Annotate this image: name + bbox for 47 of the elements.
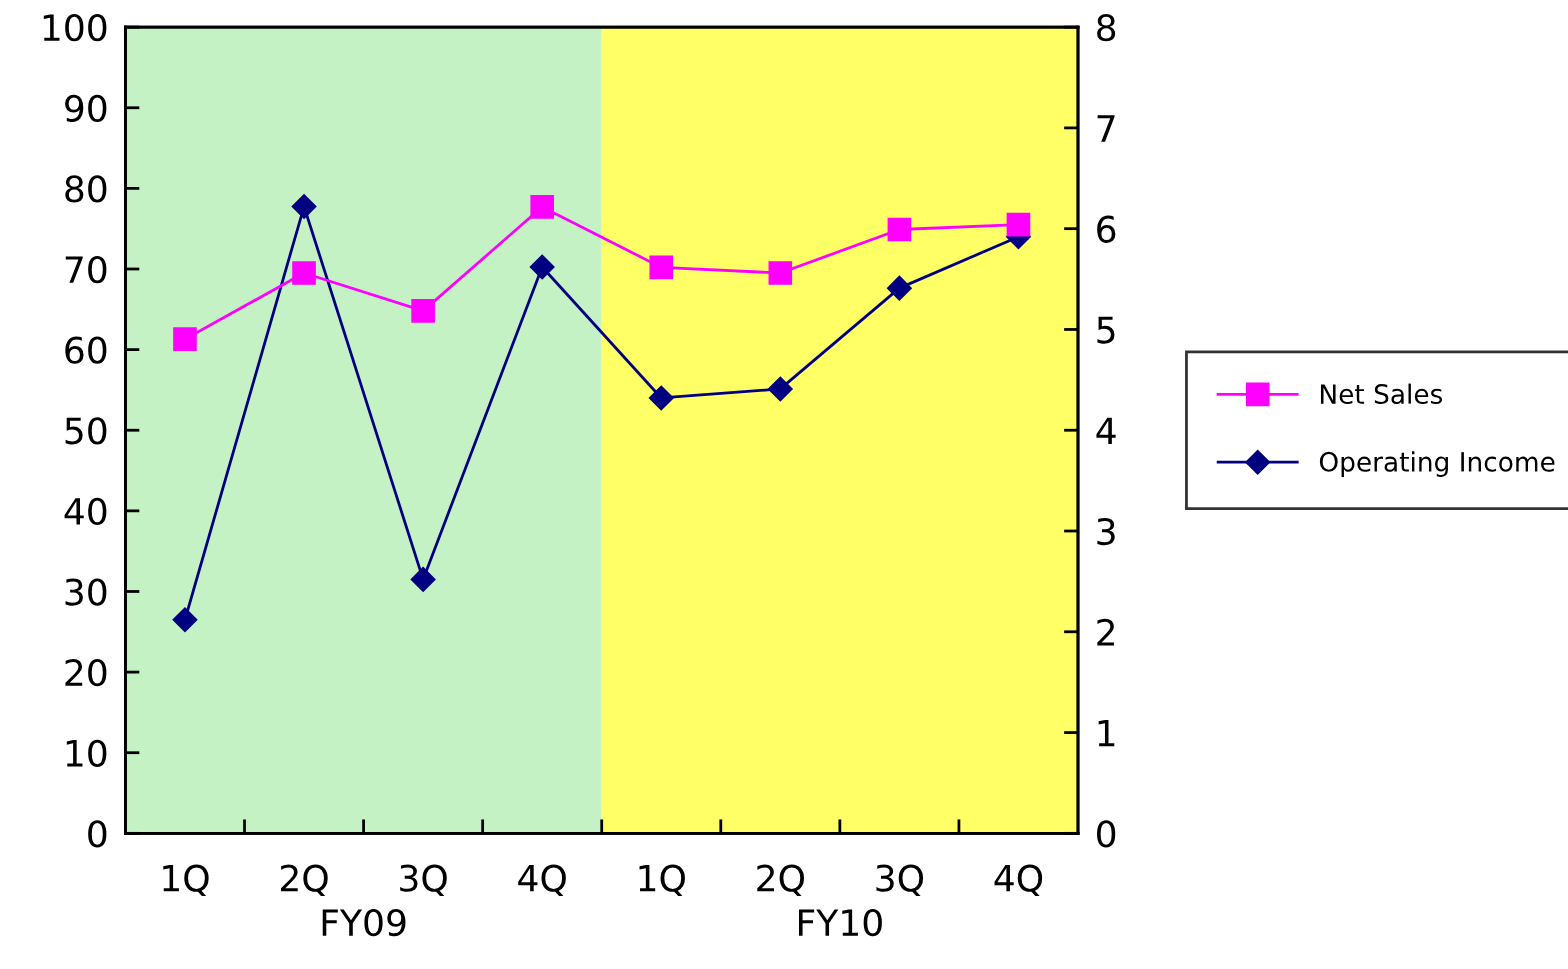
y2-tick-label: 6 (1097, 215, 1116, 243)
point (648, 385, 674, 411)
point (886, 275, 912, 301)
y2-tick-label: 7 (1097, 115, 1115, 142)
point (768, 261, 793, 285)
point (649, 255, 674, 280)
x-tick-label: 2Q (280, 864, 328, 896)
y-tick-label: 70 (65, 255, 107, 284)
y-tick-label: 0 (88, 820, 107, 848)
y-tick-label: 40 (64, 497, 107, 526)
point (1006, 212, 1031, 237)
x-tick-label: 4Q (518, 864, 566, 896)
point (173, 327, 197, 351)
y-tick-label: 60 (65, 336, 107, 364)
point (887, 217, 912, 242)
y-tick-label: 80 (65, 175, 107, 203)
point (529, 254, 555, 280)
point (292, 261, 316, 285)
text: FY10 (799, 908, 882, 937)
point (172, 607, 198, 633)
y2-tick-label: 4 (1096, 417, 1116, 444)
point (291, 194, 317, 219)
legend-label: Operating Income (1319, 451, 1555, 477)
y2-tick-label: 1 (1098, 719, 1115, 747)
text: FY09 (322, 908, 406, 937)
y2-tick-label: 5 (1097, 316, 1115, 344)
y-tick-label: 90 (65, 94, 107, 122)
y-tick-label: 20 (65, 659, 107, 687)
point (530, 195, 554, 219)
x-tick-label: 1Q (639, 864, 685, 896)
x-tick-label: 1Q (163, 864, 209, 896)
legend-label: Net Sales (1320, 383, 1443, 405)
y-tick-label: 30 (65, 578, 107, 606)
point (410, 566, 436, 592)
y-tick-label: 50 (65, 417, 107, 445)
x-tick-label: 4Q (994, 864, 1043, 896)
y2-tick-label: 3 (1097, 517, 1115, 546)
x-tick-label: 2Q (757, 864, 804, 896)
x-tick-label: 3Q (876, 864, 924, 896)
y-tick-label: 100 (43, 14, 107, 42)
x-tick-label: 3Q (400, 864, 447, 896)
y-tick-label: 10 (66, 739, 107, 767)
y2-tick-label: 2 (1097, 618, 1115, 646)
y2-tick-label: 0 (1097, 820, 1116, 848)
y2-tick-label: 8 (1097, 14, 1116, 42)
point (411, 299, 435, 323)
point (767, 376, 793, 402)
